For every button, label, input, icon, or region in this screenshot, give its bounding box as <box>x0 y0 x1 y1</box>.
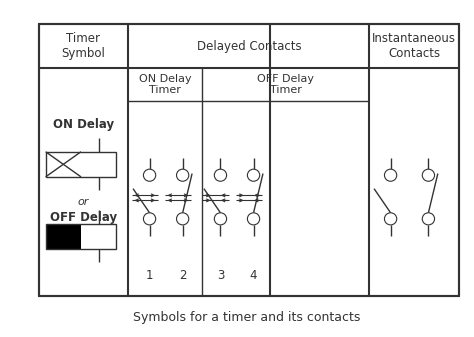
Text: Symbols for a timer and its contacts: Symbols for a timer and its contacts <box>133 311 360 324</box>
Text: OFF Delay: OFF Delay <box>50 211 117 224</box>
Ellipse shape <box>422 213 435 225</box>
Text: 2: 2 <box>179 269 186 282</box>
Ellipse shape <box>247 169 260 181</box>
Ellipse shape <box>144 169 156 181</box>
Text: ON Delay: ON Delay <box>53 118 114 131</box>
Text: Timer
Symbol: Timer Symbol <box>62 32 105 60</box>
Text: Instantaneous
Contacts: Instantaneous Contacts <box>372 32 456 60</box>
Text: Delayed Contacts: Delayed Contacts <box>197 39 301 53</box>
Text: ON Delay
Timer: ON Delay Timer <box>138 74 191 95</box>
Text: 4: 4 <box>250 269 257 282</box>
Ellipse shape <box>144 213 156 225</box>
Bar <box>46 152 117 177</box>
Ellipse shape <box>214 169 227 181</box>
Ellipse shape <box>384 213 397 225</box>
Ellipse shape <box>422 169 435 181</box>
Text: 3: 3 <box>217 269 224 282</box>
Ellipse shape <box>214 213 227 225</box>
Bar <box>46 224 117 249</box>
Ellipse shape <box>384 169 397 181</box>
Text: 1: 1 <box>146 269 153 282</box>
Ellipse shape <box>176 213 189 225</box>
Ellipse shape <box>247 213 260 225</box>
Bar <box>46 224 81 249</box>
Ellipse shape <box>176 169 189 181</box>
Text: or: or <box>78 197 89 207</box>
Bar <box>38 24 459 296</box>
Text: OFF Delay
Timer: OFF Delay Timer <box>257 74 314 95</box>
